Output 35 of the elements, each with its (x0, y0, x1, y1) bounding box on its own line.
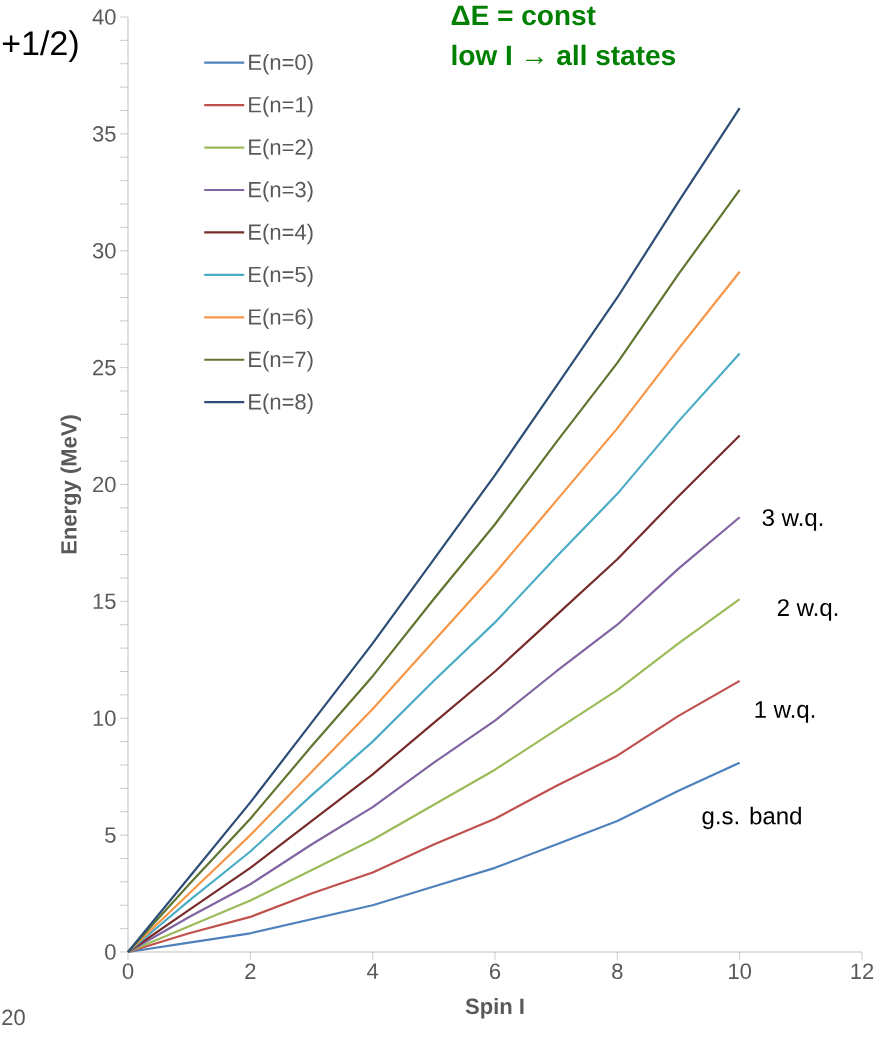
text: 20 (2, 1009, 25, 1026)
legend-label: E(n=1) (249, 96, 313, 117)
x-tick-label: 8 (612, 963, 623, 980)
legend-label: E(n=4) (249, 223, 313, 245)
y-tick-label: 35 (92, 126, 116, 142)
x-tick-label: 10 (729, 963, 752, 980)
x-tick-label: 12 (851, 963, 874, 979)
x-tick-label: 2 (245, 963, 256, 979)
annotation: 1 w.q. (755, 701, 815, 723)
y-tick-label: 40 (92, 9, 116, 25)
annotation: low I → all states (452, 44, 676, 66)
y-axis-title: Energy (MeV) (60, 415, 82, 554)
legend-label: E(n=3) (249, 181, 313, 202)
annotation: ΔE = const (451, 5, 596, 26)
legend-label: E(n=5) (249, 266, 313, 287)
annotation: 3 w.q. (762, 509, 823, 531)
y-tick-label: 0 (105, 944, 116, 960)
x-axis-title: Spin I (465, 997, 524, 1019)
legend-label: E(n=6) (249, 308, 313, 330)
text: +1/2) (2, 30, 78, 63)
legend-label: E(n=0) (249, 53, 313, 75)
x-tick-label: 6 (489, 963, 501, 980)
y-tick-label: 25 (93, 359, 116, 376)
legend-label: E(n=7) (249, 351, 313, 372)
legend-label: E(n=2) (249, 138, 313, 160)
annotation: g.s. band (702, 806, 801, 830)
y-tick-label: 5 (105, 827, 116, 843)
annotation: 2 w.q. (777, 599, 838, 621)
y-tick-label: 15 (93, 593, 116, 610)
legend-label: E(n=8) (249, 393, 313, 414)
x-tick-label: 4 (367, 963, 379, 979)
y-tick-label: 10 (93, 710, 116, 727)
y-tick-label: 20 (93, 476, 116, 493)
y-tick-label: 30 (92, 242, 116, 259)
x-tick-label: 0 (122, 963, 134, 980)
